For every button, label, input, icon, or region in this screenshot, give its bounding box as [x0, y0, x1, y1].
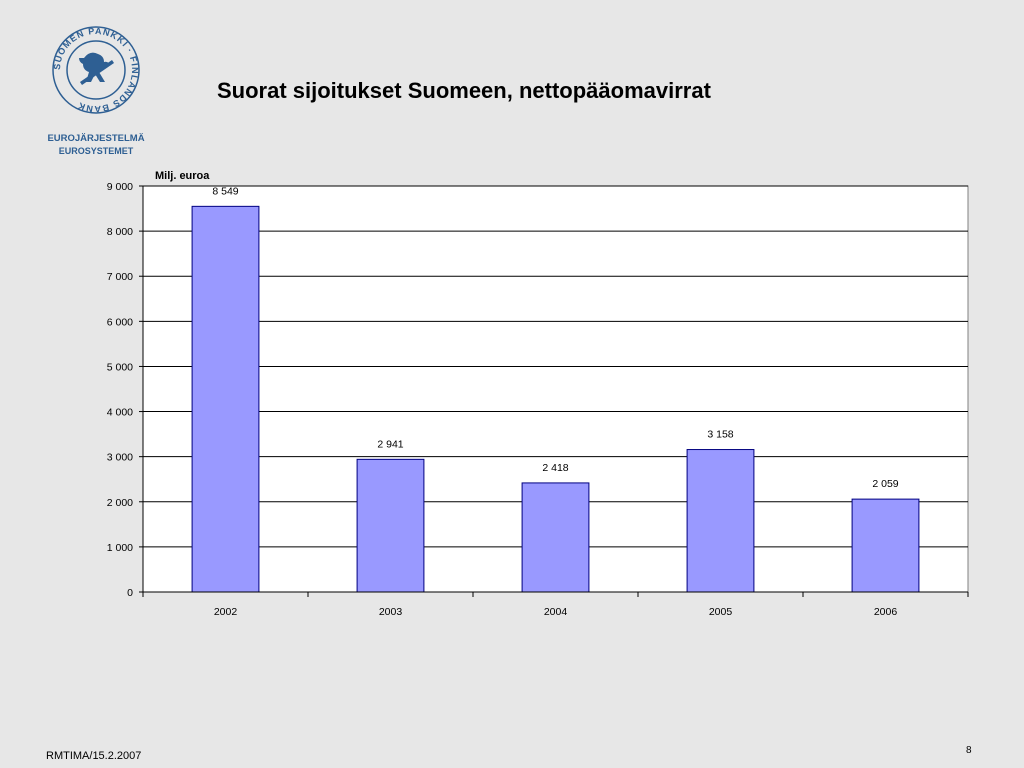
bar-2003	[356, 458, 425, 593]
bar-2004	[521, 482, 590, 593]
x-tick-label-2004: 2004	[544, 606, 568, 618]
y-tick-label: 2 000	[107, 497, 133, 509]
y-tick-label: 9 000	[107, 181, 133, 193]
bar-2005	[686, 449, 755, 593]
y-tick-label: 7 000	[107, 271, 133, 283]
value-labels: 8 549 2 941 2 418 3 158 2 059	[212, 185, 898, 490]
y-tick-label: 4 000	[107, 407, 133, 419]
x-tick-label-2003: 2003	[379, 606, 403, 618]
value-label-2006: 2 059	[872, 478, 898, 490]
footer-text: RMTIMA/15.2.2007	[46, 750, 142, 762]
y-tick-label: 8 000	[107, 226, 133, 238]
value-label-2005: 3 158	[707, 429, 733, 441]
value-label-2003: 2 941	[377, 438, 403, 450]
bars	[191, 205, 920, 593]
y-axis-ticks: 0 1 000 2 000 3 000 4 000 5 000 6 000 7 000 8 00…	[107, 181, 143, 599]
logo-line2: EUROSYSTEMET	[59, 146, 134, 156]
suomen-pankki-logo: SUOMEN PANKKI · FINLANDS BANK EUROJÄRJES…	[47, 26, 144, 156]
logo-line1: EUROJÄRJESTELMÄ	[47, 133, 144, 144]
page-number: 8	[966, 745, 972, 756]
logo-inner-ring	[66, 40, 126, 100]
gridlines	[143, 185, 968, 548]
y-tick-label: 6 000	[107, 316, 133, 328]
y-tick-label: 0	[127, 587, 133, 599]
x-tick-label-2006: 2006	[874, 606, 898, 618]
y-tick-label: 3 000	[107, 452, 133, 464]
logo-outer-ring	[52, 26, 140, 114]
x-axis-ticks: 2002 2003 2004 2005 2006	[142, 592, 969, 618]
x-tick-label-2005: 2005	[709, 606, 733, 618]
slide-title: Suorat sijoitukset Suomeen, nettopääomav…	[217, 78, 711, 103]
value-label-2002: 8 549	[212, 185, 238, 197]
value-label-2004: 2 418	[542, 462, 568, 474]
x-tick-label-2002: 2002	[214, 606, 238, 618]
y-tick-label: 1 000	[107, 542, 133, 554]
y-tick-label: 5 000	[107, 361, 133, 373]
bar-2006	[851, 498, 920, 593]
y-axis-label: Milj. euroa	[155, 170, 210, 182]
bar-2002	[191, 205, 260, 593]
lion-icon	[79, 52, 114, 85]
